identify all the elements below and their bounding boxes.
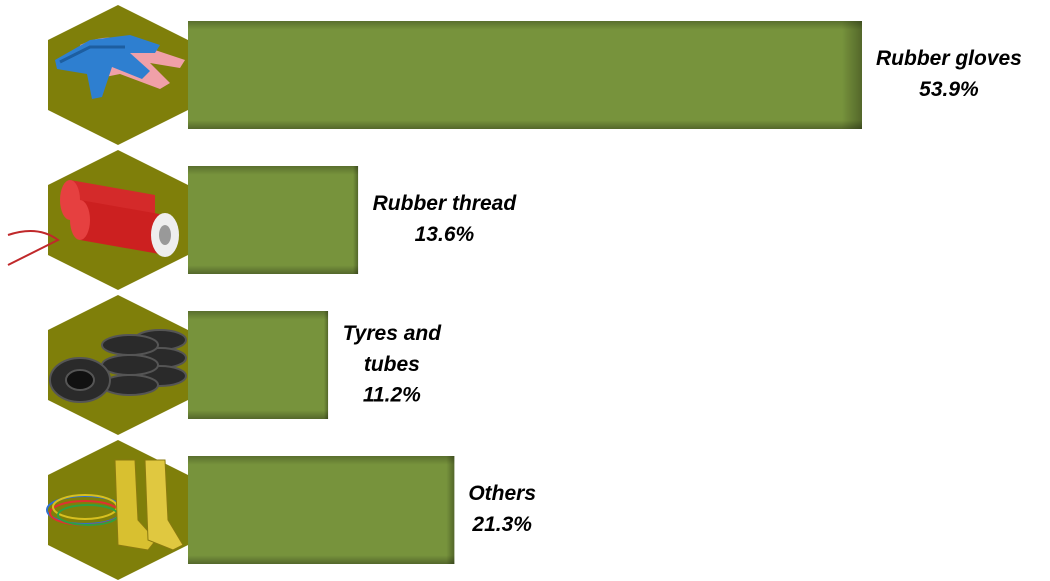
- icons: [7, 5, 188, 580]
- others-icon: [46, 440, 188, 580]
- bar-group: [188, 311, 329, 419]
- value-label: 53.9%: [919, 78, 979, 101]
- value-label: 21.3%: [471, 513, 532, 536]
- gloves-icon: [48, 5, 188, 145]
- bar-group: [188, 456, 455, 564]
- category-label: Rubber thread: [373, 192, 518, 215]
- thread-icon: [7, 150, 188, 290]
- value-label: 11.2%: [363, 384, 421, 407]
- value-label: 13.6%: [415, 223, 475, 246]
- bar-shade: [188, 456, 455, 564]
- bar-group: [188, 166, 359, 274]
- category-label: Rubber gloves: [876, 47, 1022, 70]
- bar-shade: [188, 21, 862, 129]
- category-label: Tyres and tubes: [343, 322, 443, 376]
- bar-group: [188, 21, 862, 129]
- category-label: Others: [468, 482, 536, 505]
- bar-shade: [188, 166, 359, 274]
- bar-shade: [188, 311, 329, 419]
- tyres-icon: [48, 295, 188, 435]
